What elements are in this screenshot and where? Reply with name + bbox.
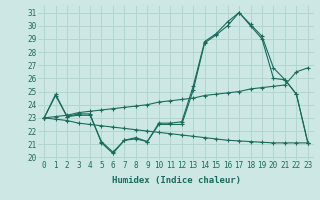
X-axis label: Humidex (Indice chaleur): Humidex (Indice chaleur) (111, 176, 241, 185)
